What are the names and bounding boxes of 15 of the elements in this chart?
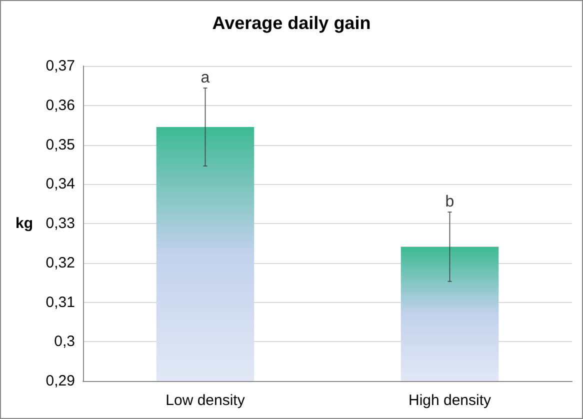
- chart-title: Average daily gain: [212, 13, 371, 33]
- y-tick-label: 0,3: [54, 333, 75, 350]
- y-tick-label: 0,29: [46, 372, 75, 390]
- x-tick-label: High density: [408, 392, 492, 409]
- annotation: a: [200, 70, 210, 87]
- y-tick-label: 0,31: [46, 294, 75, 311]
- y-tick-label: 0,36: [46, 96, 75, 114]
- y-axis-title: kg: [15, 215, 33, 232]
- x-tick-label: Low density: [166, 392, 246, 409]
- y-tick-label: 0,33: [46, 215, 75, 232]
- y-tick-label: 0,32: [46, 254, 75, 272]
- y-tick-label: 0,35: [46, 136, 75, 154]
- y-tick-label: 0,37: [46, 58, 75, 74]
- annotation: b: [445, 194, 454, 211]
- y-tick-label: 0,34: [46, 176, 75, 193]
